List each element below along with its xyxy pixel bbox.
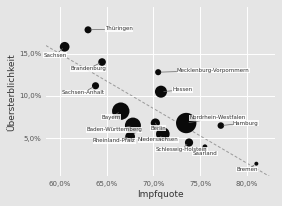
Text: Bremen: Bremen	[236, 165, 258, 172]
Point	[131, 124, 135, 127]
Text: Saarland: Saarland	[193, 150, 217, 156]
Point	[156, 70, 160, 74]
Point	[219, 124, 223, 127]
Text: Hamburg: Hamburg	[224, 121, 259, 125]
Text: Nordrhein-Westfalen: Nordrhein-Westfalen	[189, 115, 245, 123]
Text: Hessen: Hessen	[164, 88, 192, 92]
Point	[187, 141, 191, 144]
Text: Niedersachsen: Niedersachsen	[138, 136, 179, 143]
Point	[93, 84, 98, 87]
Text: Mecklenburg-Vorpommern: Mecklenburg-Vorpommern	[161, 68, 250, 73]
Point	[62, 45, 67, 48]
Point	[159, 90, 163, 93]
Y-axis label: Übersterblichkeit: Übersterblichkeit	[7, 53, 16, 131]
X-axis label: Impfquote: Impfquote	[137, 190, 184, 199]
Point	[86, 28, 90, 32]
Text: Sachsen-Anhalt: Sachsen-Anhalt	[62, 87, 105, 95]
Point	[128, 135, 132, 138]
Text: Baden-Württemberg: Baden-Württemberg	[86, 126, 142, 132]
Point	[254, 162, 259, 165]
Point	[153, 121, 158, 125]
Point	[100, 60, 104, 64]
Point	[118, 110, 123, 113]
Point	[203, 145, 207, 148]
Point	[184, 121, 188, 125]
Text: Thüringen: Thüringen	[91, 27, 133, 32]
Text: Sachsen: Sachsen	[44, 49, 67, 58]
Point	[160, 132, 165, 136]
Text: Schleswig-Holstein: Schleswig-Holstein	[156, 144, 207, 152]
Text: Bayern: Bayern	[102, 113, 121, 120]
Text: Rheinland-Pfalz: Rheinland-Pfalz	[93, 137, 136, 143]
Text: Berlin: Berlin	[150, 123, 166, 131]
Text: Brandenburg: Brandenburg	[70, 63, 106, 71]
